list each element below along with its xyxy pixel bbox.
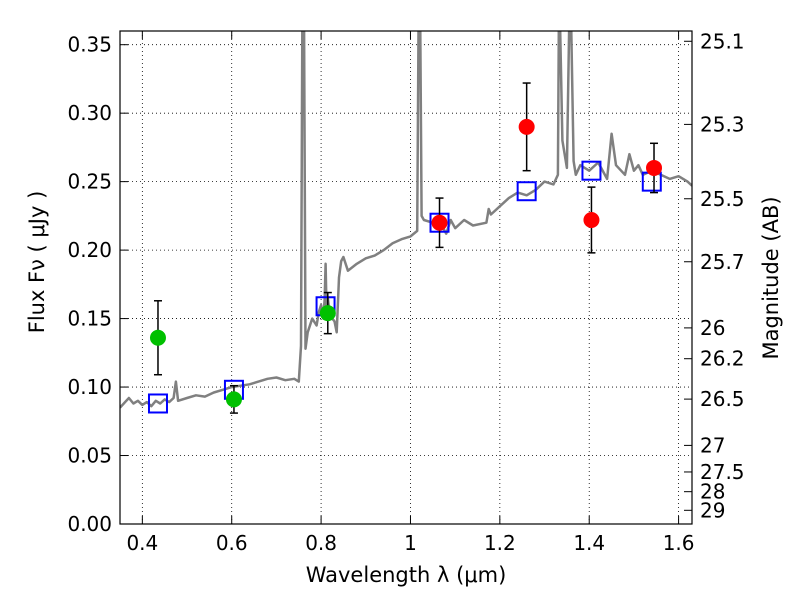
- y-tick-label: 0.00: [67, 512, 112, 536]
- plot-area: [120, 31, 692, 414]
- x-tick-label: 1.2: [484, 531, 516, 555]
- mag-tick-label: 25.3: [700, 112, 745, 136]
- model-spectrum-line: [120, 31, 692, 409]
- observed-flux-point: [225, 391, 242, 408]
- observed-flux-point: [646, 159, 663, 176]
- mag-tick-label: 26.2: [700, 347, 745, 371]
- x-tick-label: 1.4: [573, 531, 605, 555]
- observed-flux-point: [431, 214, 448, 231]
- observed-flux-point: [518, 118, 535, 135]
- x-axis-title: Wavelength λ (μm): [306, 563, 507, 587]
- y-tick-label: 0.05: [67, 444, 112, 468]
- axis-ticks: 0.4 0.6 0.8 1 1.2 1.4 1.6 0.00 0.05 0.10 0.15 0.20 0…: [67, 29, 744, 555]
- plot-frame: [119, 30, 693, 525]
- mag-tick-label: 26: [700, 316, 725, 340]
- y-tick-label: 0.35: [67, 33, 112, 57]
- mag-tick-label: 25.5: [700, 187, 745, 211]
- y-tick-label: 0.20: [67, 238, 112, 262]
- mag-tick-label: 26.5: [700, 387, 745, 411]
- y-tick-label: 0.30: [67, 101, 112, 125]
- x-tick-label: 0.8: [305, 531, 337, 555]
- observed-flux-point: [583, 211, 600, 228]
- mag-tick-label: 29: [700, 498, 725, 522]
- mag-tick-label: 27.5: [700, 460, 745, 484]
- mag-tick-label: 27: [700, 433, 725, 457]
- y-tick-label: 0.10: [67, 375, 112, 399]
- x-tick-label: 1.6: [663, 531, 695, 555]
- model-photometry-square: [147, 393, 168, 414]
- model-photometry-square: [581, 160, 602, 181]
- x-tick-label: 1: [404, 531, 417, 555]
- y-tick-label: 0.15: [67, 307, 112, 331]
- model-photometry-square: [516, 181, 537, 202]
- x-tick-label: 0.6: [216, 531, 248, 555]
- observed-flux-point: [319, 305, 336, 322]
- y-axis-title: Flux Fν ( μJy ): [25, 191, 49, 334]
- mag-tick-label: 25.7: [700, 250, 745, 274]
- mag-tick-label: 28: [700, 480, 725, 504]
- grid-lines: [120, 31, 692, 525]
- observed-flux-point: [149, 329, 166, 346]
- y-tick-label: 0.25: [67, 170, 112, 194]
- right-axis-title: Magnitude (AB): [759, 196, 783, 359]
- x-tick-label: 0.4: [126, 531, 158, 555]
- mag-tick-label: 25.1: [700, 29, 745, 53]
